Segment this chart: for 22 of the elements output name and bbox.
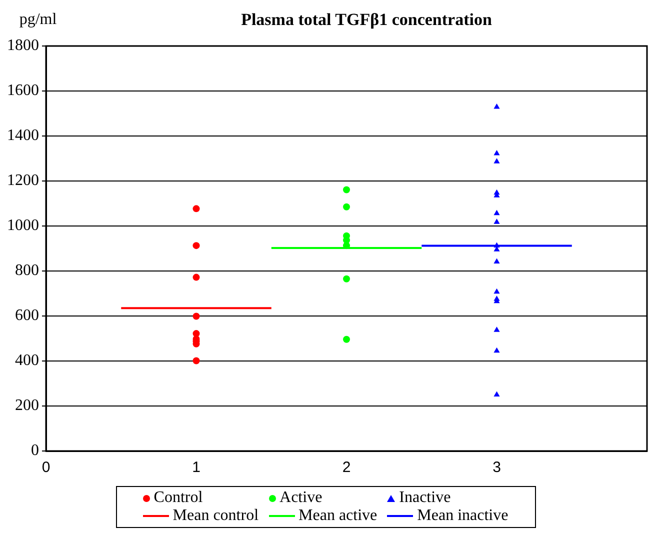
y-tick-label: 1200 (7, 172, 39, 190)
y-tick-label: 1600 (7, 82, 39, 100)
legend-label: Control (154, 489, 203, 507)
legend-label: Active (280, 489, 322, 507)
legend-label: Mean control (172, 507, 259, 525)
y-tick-label: 1000 (7, 217, 39, 234)
y-tick-label: 1400 (7, 127, 39, 144)
chart-title: Plasma total TGFβ1 concentration (241, 10, 492, 29)
legend-label: Mean inactive (417, 507, 508, 525)
y-tick-label: 800 (15, 262, 39, 280)
y-tick-label: 0 (31, 442, 39, 460)
legend-label: Inactive (399, 489, 451, 507)
x-tick-label: 3 (492, 459, 501, 476)
x-tick-label: 2 (342, 459, 351, 476)
y-tick-label: 600 (15, 307, 39, 324)
x-tick-label: 1 (192, 459, 200, 476)
x-tick-label: 0 (42, 459, 50, 476)
y-axis-title: pg/ml (19, 11, 58, 28)
legend-label: Mean active (298, 507, 378, 525)
y-tick-label: 1800 (7, 37, 39, 54)
y-tick-label: 200 (15, 397, 39, 414)
y-tick-label: 400 (15, 352, 39, 370)
